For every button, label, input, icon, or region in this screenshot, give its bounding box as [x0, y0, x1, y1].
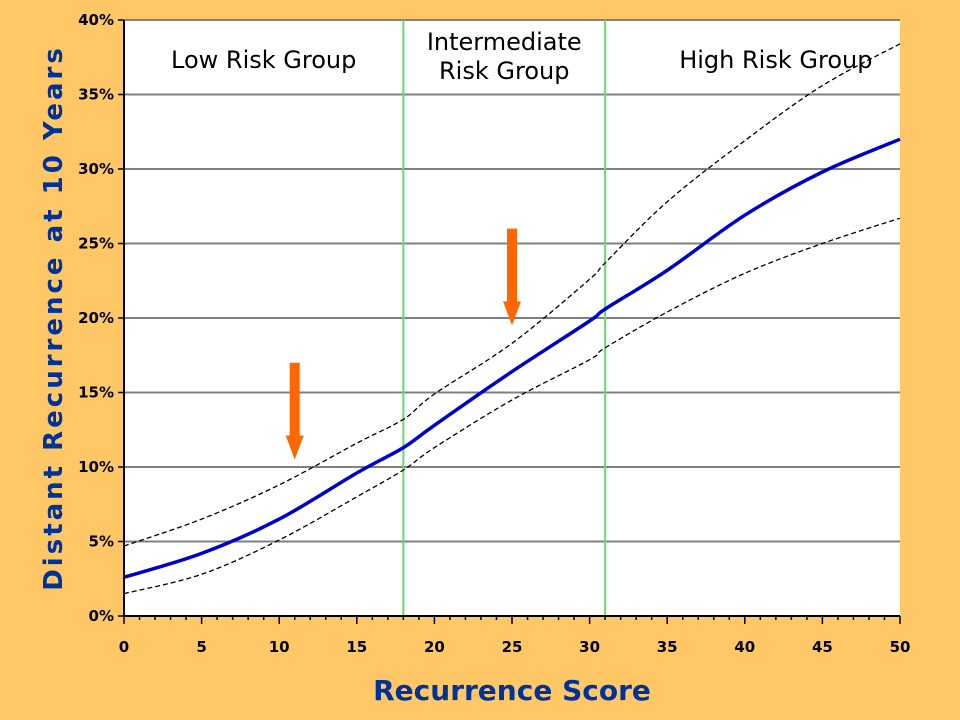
y-tick-label-2: 10%: [78, 458, 114, 476]
main-curve-line: [123, 137, 901, 579]
x-tick-label-8: 40: [734, 638, 755, 656]
y-tick-label-5: 25%: [78, 235, 114, 253]
y-tick-label-8: 40%: [78, 11, 114, 29]
arrows: [285, 228, 521, 460]
x-tick-labels: 0 5 10 15 20 25 30 35 40 45 50: [119, 638, 911, 656]
x-tick-label-0: 0: [119, 638, 129, 656]
x-tick-label-4: 20: [424, 638, 445, 656]
risk-boundaries: [402, 20, 607, 616]
y-tick-label-7: 35%: [78, 86, 114, 104]
x-tick-label-5: 25: [502, 638, 523, 656]
x-tick-label-1: 5: [196, 638, 206, 656]
x-tick-label-10: 50: [890, 638, 911, 656]
x-axis-title: Recurrence Score: [373, 674, 651, 707]
x-tick-label-3: 15: [346, 638, 367, 656]
x-tick-label-9: 45: [812, 638, 833, 656]
ci-line-1: [123, 43, 901, 547]
x-tick-label-7: 35: [657, 638, 678, 656]
ci-line-2: [123, 217, 901, 595]
x-tick-label-6: 30: [579, 638, 600, 656]
region-label-2: High Risk Group: [679, 46, 872, 74]
region-label-1: Intermediate Risk Group: [427, 28, 582, 85]
region-label-0: Low Risk Group: [171, 46, 356, 74]
y-tick-label-4: 20%: [78, 309, 114, 327]
gridlines: [124, 19, 900, 543]
y-tick-label-3: 15%: [78, 384, 114, 402]
axes: [118, 19, 901, 624]
y-axis-title: Distant Recurrence at 10 Years: [39, 45, 69, 591]
series-lines: [123, 43, 901, 595]
x-tick-label-2: 10: [269, 638, 290, 656]
y-tick-label-6: 30%: [78, 160, 114, 178]
y-tick-label-0: 0%: [89, 607, 114, 625]
y-tick-label-1: 5%: [89, 533, 114, 551]
y-tick-labels: 0% 5% 10% 15% 20% 25% 30% 35% 40%: [78, 11, 114, 625]
arrow-0: [285, 362, 304, 460]
arrow-1: [503, 228, 521, 326]
region-labels: Low Risk Group Intermediate Risk Group High…: [171, 28, 872, 85]
